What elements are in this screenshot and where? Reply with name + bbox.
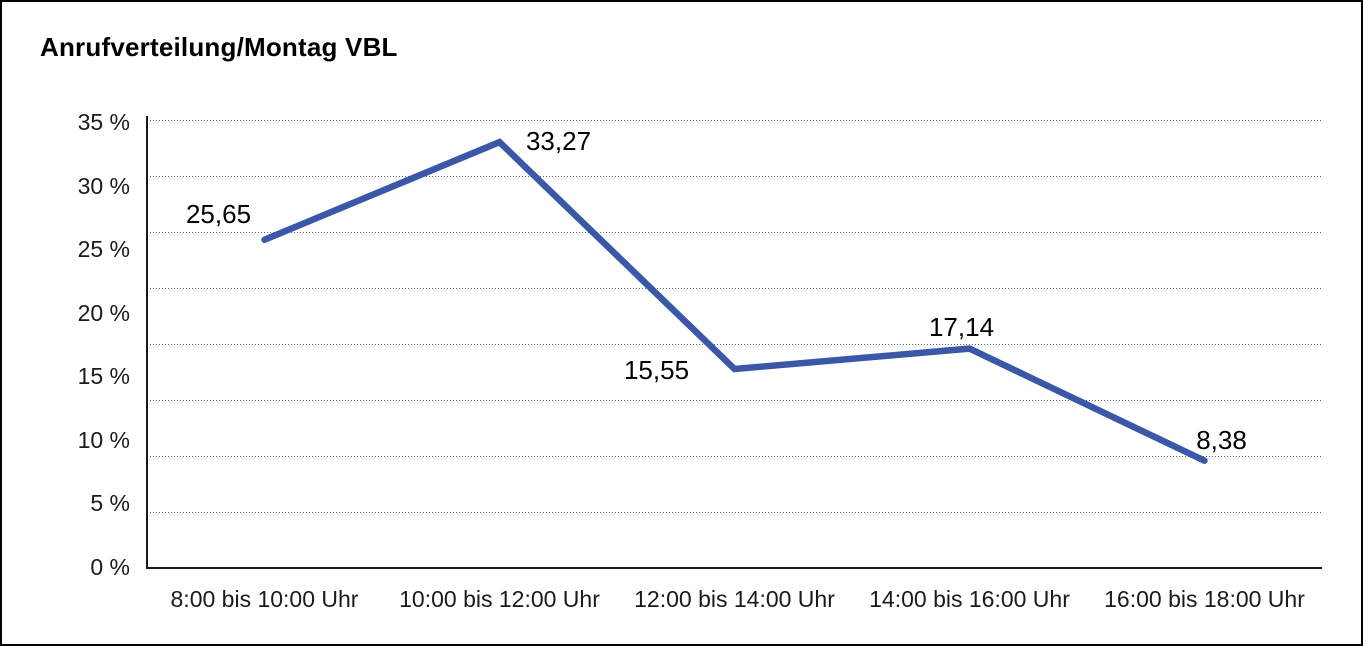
gridline xyxy=(147,120,1322,121)
chart-title: Anrufverteilung/Montag VBL xyxy=(40,32,398,62)
data-point-label: 25,65 xyxy=(185,198,252,229)
y-axis-tick-label: 5 % xyxy=(90,490,130,517)
x-axis-line xyxy=(146,567,1322,569)
y-axis-tick-label: 0 % xyxy=(90,554,130,580)
gridline xyxy=(147,400,1322,401)
y-axis-tick-label: 25 % xyxy=(77,236,130,263)
gridline xyxy=(147,288,1322,289)
data-point-label: 8,38 xyxy=(1196,424,1247,455)
x-axis-tick-label: 14:00 bis 16:00 Uhr xyxy=(869,586,1070,612)
x-axis-tick-label: 10:00 bis 12:00 Uhr xyxy=(399,586,600,612)
data-line xyxy=(261,138,1208,464)
y-axis-tick-label: 10 % xyxy=(77,426,130,453)
data-point-label: 15,55 xyxy=(623,354,690,385)
gridline xyxy=(147,456,1322,457)
gridline xyxy=(147,512,1322,513)
y-axis-tick-label: 30 % xyxy=(77,172,130,199)
y-axis-tick-label: 35 % xyxy=(77,109,130,135)
x-axis-tick-label: 12:00 bis 14:00 Uhr xyxy=(634,586,835,612)
data-point-label: 33,27 xyxy=(525,126,592,157)
x-axis-tick-label: 16:00 bis 18:00 Uhr xyxy=(1104,586,1305,612)
y-axis-line xyxy=(146,116,148,568)
y-axis-tick-label: 15 % xyxy=(77,363,130,390)
x-axis-tick-label: 8:00 bis 10:00 Uhr xyxy=(170,586,359,612)
y-axis-tick-label: 20 % xyxy=(77,299,130,326)
gridline xyxy=(147,232,1322,233)
gridline xyxy=(147,176,1322,177)
gridline xyxy=(147,344,1322,345)
data-point-label: 17,14 xyxy=(928,311,995,342)
